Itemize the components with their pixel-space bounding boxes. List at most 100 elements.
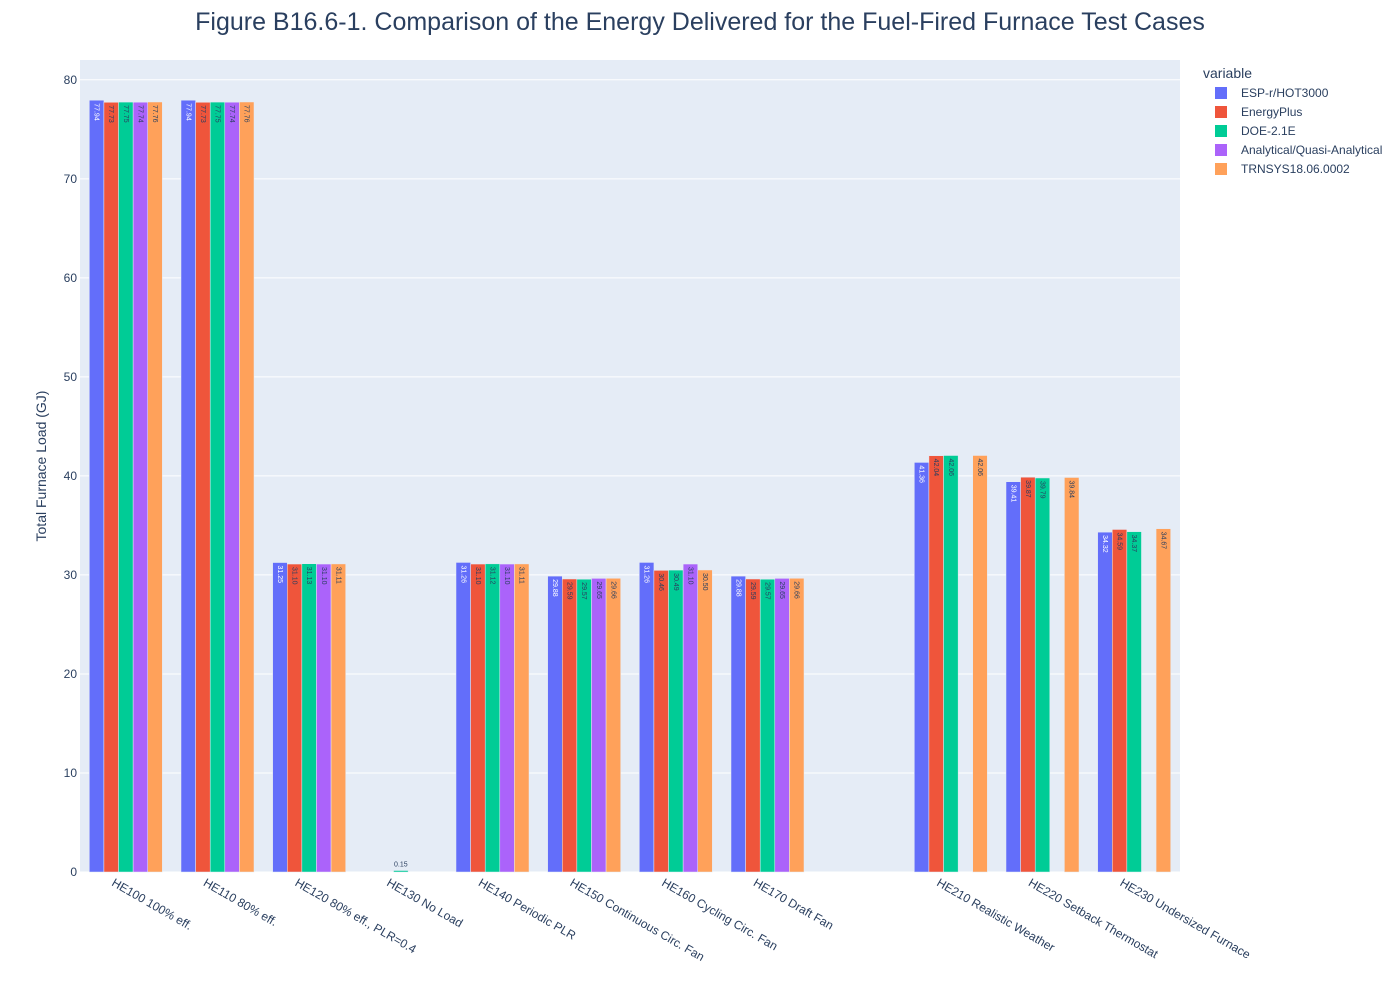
bar[interactable] bbox=[118, 101, 134, 873]
plot-background bbox=[80, 60, 1180, 872]
bar-value-label: 31.26 bbox=[459, 565, 466, 583]
bar[interactable] bbox=[499, 563, 515, 873]
bar[interactable] bbox=[697, 569, 713, 873]
legend-item[interactable]: Analytical/Quasi-Analytical bbox=[1215, 143, 1382, 157]
bar-value-label: 77.76 bbox=[243, 105, 250, 123]
y-axis-title: Total Furnace Load (GJ) bbox=[33, 391, 49, 542]
bar-value-label: 31.11 bbox=[518, 567, 525, 584]
bar[interactable] bbox=[591, 578, 607, 873]
bar-value-label: 30.50 bbox=[701, 573, 708, 591]
bar[interactable] bbox=[972, 455, 988, 873]
bar[interactable] bbox=[180, 99, 196, 873]
bar[interactable] bbox=[682, 563, 698, 873]
bar[interactable] bbox=[668, 569, 684, 873]
legend-item[interactable]: EnergyPlus bbox=[1215, 105, 1302, 119]
legend-label: DOE-2.1E bbox=[1241, 124, 1296, 138]
bar-value-label: 29.65 bbox=[778, 581, 785, 599]
bar[interactable] bbox=[914, 462, 930, 873]
bar-value-label: 31.25 bbox=[276, 566, 283, 584]
bar[interactable] bbox=[547, 575, 563, 873]
bar[interactable] bbox=[1097, 531, 1113, 873]
legend-swatch bbox=[1215, 163, 1227, 175]
bar-value-label: 29.59 bbox=[566, 582, 573, 600]
bar[interactable] bbox=[132, 101, 148, 873]
bar-value-label: 34.37 bbox=[1130, 535, 1137, 553]
y-tick-label: 0 bbox=[70, 865, 77, 879]
bar-value-label: 77.76 bbox=[151, 105, 158, 123]
bar-value-label: 31.11 bbox=[334, 567, 341, 584]
bar[interactable] bbox=[239, 101, 255, 873]
bar[interactable] bbox=[209, 101, 226, 873]
bar[interactable] bbox=[730, 575, 746, 873]
bar[interactable] bbox=[1126, 531, 1142, 873]
bar[interactable] bbox=[1005, 481, 1021, 873]
bar[interactable] bbox=[301, 563, 317, 873]
legend-label: ESP-r/HOT3000 bbox=[1241, 86, 1329, 100]
bar[interactable] bbox=[316, 563, 332, 873]
bar[interactable] bbox=[943, 455, 959, 873]
bar[interactable] bbox=[759, 578, 776, 873]
bar[interactable] bbox=[470, 563, 486, 873]
legend-item[interactable]: ESP-r/HOT3000 bbox=[1215, 86, 1329, 100]
bar-value-label: 34.67 bbox=[1159, 532, 1166, 550]
bar-value-label: 42.06 bbox=[976, 459, 983, 477]
bar-value-label: 29.57 bbox=[764, 582, 771, 600]
bar[interactable] bbox=[653, 570, 669, 873]
x-tick-label: HE170 Draft Fan bbox=[751, 875, 836, 932]
bar[interactable] bbox=[147, 101, 163, 873]
bar-value-label: 31.10 bbox=[474, 567, 481, 585]
bar-value-label: 77.74 bbox=[228, 105, 235, 123]
bar[interactable] bbox=[103, 102, 119, 873]
bar[interactable] bbox=[745, 578, 761, 873]
y-tick-label: 40 bbox=[64, 469, 78, 483]
bar[interactable] bbox=[1034, 477, 1051, 873]
bar-value-label: 30.46 bbox=[657, 573, 664, 591]
bar-value-label: 29.65 bbox=[595, 581, 602, 599]
bar[interactable] bbox=[1020, 476, 1036, 873]
y-tick-label: 30 bbox=[64, 568, 78, 582]
bar[interactable] bbox=[393, 870, 409, 873]
bar[interactable] bbox=[576, 578, 592, 873]
bar-value-label: 31.13 bbox=[305, 567, 312, 585]
bar[interactable] bbox=[562, 578, 578, 873]
bar-value-label: 29.57 bbox=[580, 582, 587, 600]
bar[interactable] bbox=[1064, 477, 1080, 873]
y-tick-label: 70 bbox=[64, 172, 78, 186]
legend-swatch bbox=[1215, 106, 1227, 118]
legend[interactable]: variable ESP-r/HOT3000 EnergyPlus DOE-2.1E… bbox=[1203, 65, 1382, 176]
bar-value-label: 39.84 bbox=[1068, 480, 1075, 498]
x-tick-label: HE130 No Load bbox=[384, 875, 465, 930]
bar-value-label: 31.10 bbox=[503, 567, 510, 585]
bar[interactable] bbox=[89, 99, 105, 873]
bar[interactable] bbox=[789, 578, 805, 873]
bar[interactable] bbox=[639, 562, 655, 873]
bar[interactable] bbox=[1112, 529, 1128, 873]
bar-value-label: 77.75 bbox=[122, 105, 129, 123]
bar[interactable] bbox=[514, 563, 530, 873]
bar[interactable] bbox=[484, 563, 501, 873]
bar[interactable] bbox=[1155, 528, 1171, 873]
legend-item[interactable]: TRNSYS18.06.0002 bbox=[1215, 162, 1350, 176]
x-tick-label: HE100 100% eff. bbox=[109, 875, 194, 932]
bar[interactable] bbox=[195, 102, 211, 873]
legend-swatch bbox=[1215, 125, 1227, 137]
bar[interactable] bbox=[272, 562, 288, 873]
bar-value-label: 34.32 bbox=[1101, 535, 1108, 553]
legend-swatch bbox=[1215, 144, 1227, 156]
bar[interactable] bbox=[928, 455, 944, 873]
bar[interactable] bbox=[774, 578, 790, 873]
bar-value-label: 29.66 bbox=[609, 581, 616, 599]
bar[interactable] bbox=[605, 578, 621, 873]
bar[interactable] bbox=[287, 563, 303, 873]
bar[interactable] bbox=[224, 101, 240, 873]
bar-value-label: 77.73 bbox=[199, 105, 206, 123]
legend-item[interactable]: DOE-2.1E bbox=[1215, 124, 1296, 138]
bar[interactable] bbox=[455, 562, 471, 873]
bar-value-label: 29.59 bbox=[749, 582, 756, 600]
bar-value-label: 39.87 bbox=[1024, 480, 1031, 498]
y-tick-label: 50 bbox=[64, 370, 78, 384]
legend-label: TRNSYS18.06.0002 bbox=[1241, 162, 1350, 176]
bar[interactable] bbox=[330, 563, 346, 873]
